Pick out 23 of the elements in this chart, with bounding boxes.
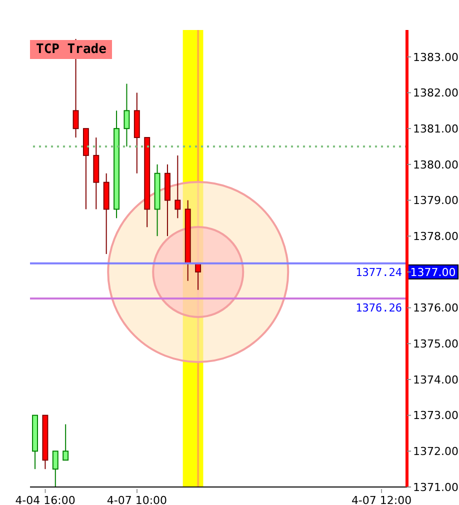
y-tick-label: 1379.00 (413, 194, 458, 208)
y-tick-label: 1372.00 (413, 445, 458, 458)
y-tick-label: 1380.00 (413, 158, 458, 172)
y-tick-label: 1374.00 (413, 373, 458, 386)
ref-line-label: 1377.24 (356, 266, 402, 280)
x-tick-label: 4-07 12:00 (351, 494, 412, 505)
x-tick-label: 4-04 16:00 (15, 494, 76, 505)
y-tick-label: 1375.00 (413, 338, 458, 351)
candlestick (52, 450, 58, 487)
y-tick-label: 1371.00 (413, 480, 458, 494)
annotation: TCP Trade (30, 40, 112, 59)
candlestick (62, 424, 69, 461)
y-tick-label: 1373.00 (413, 409, 458, 422)
text: 1377.00 (410, 266, 456, 279)
ref-line-label: 1376.26 (356, 301, 402, 314)
y-tick-label: 1378.00 (413, 230, 458, 244)
y-tick-label: 1381.00 (413, 122, 458, 136)
x-tick-label: 4-07 10:00 (106, 494, 168, 505)
y-tick-label: 1383.00 (413, 50, 458, 64)
y-tick-label: 1382.00 (413, 86, 458, 100)
candlestick (174, 154, 181, 219)
candlestick (124, 83, 130, 147)
y-tick-label: 1376.00 (413, 302, 458, 315)
